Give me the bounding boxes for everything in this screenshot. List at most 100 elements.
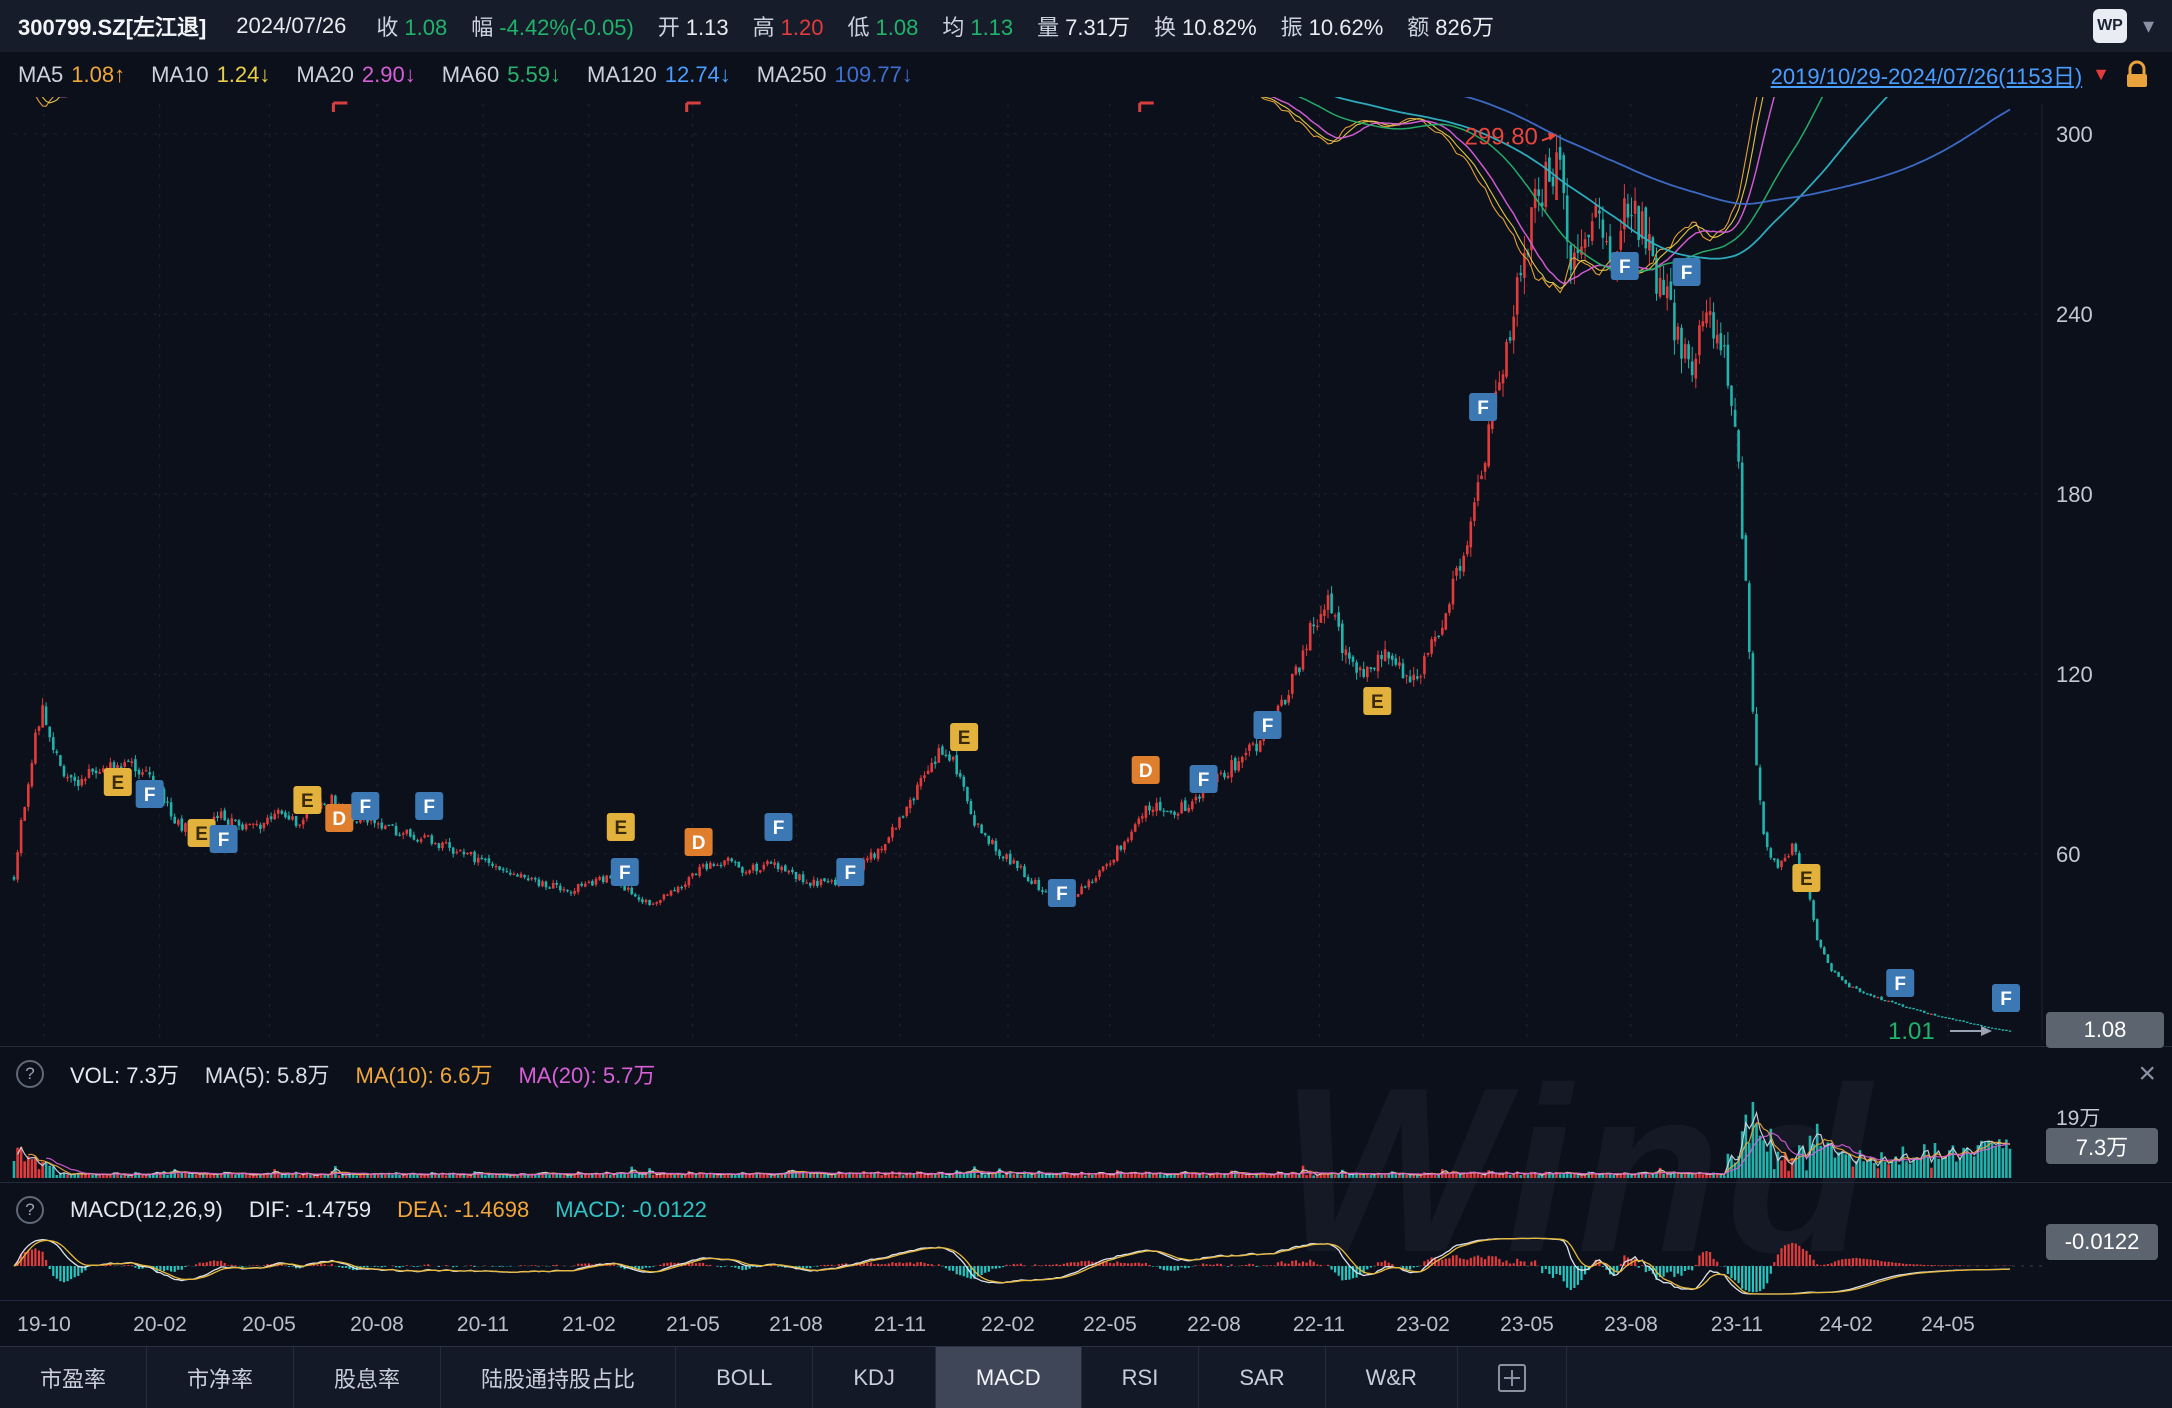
- macd-chart[interactable]: [0, 1236, 2172, 1300]
- x-axis: 19-10 20-02 20-05 20-08 20-11 21-02 21-05 21-08…: [0, 1300, 2172, 1347]
- x-axis-label: 21-02: [562, 1313, 616, 1336]
- event-marker-F[interactable]: F: [764, 813, 793, 841]
- add-indicator-button[interactable]: [1458, 1347, 1567, 1408]
- svg-text:F: F: [619, 863, 631, 884]
- svg-text:F: F: [1477, 398, 1489, 419]
- tab-市净率[interactable]: 市净率: [147, 1347, 295, 1408]
- tab-BOLL[interactable]: BOLL: [676, 1347, 814, 1408]
- tab-W&R[interactable]: W&R: [1326, 1347, 1458, 1408]
- event-marker-F[interactable]: F: [415, 792, 444, 820]
- tab-股息率[interactable]: 股息率: [294, 1347, 442, 1408]
- ma-legend-ma10: MA10 1.24↓: [151, 61, 271, 87]
- tab-SAR[interactable]: SAR: [1199, 1347, 1326, 1408]
- ma-legend-bar: MA5 1.08↑ MA10 1.24↓ MA20 2.90↓ MA60 5.59↓ MA120…: [0, 52, 2172, 97]
- event-marker-E[interactable]: E: [293, 786, 322, 814]
- svg-text:F: F: [773, 818, 785, 839]
- date-range-link[interactable]: 2019/10/29-2024/07/26(1153日): [1770, 63, 2083, 89]
- event-marker-F[interactable]: F: [1886, 969, 1915, 997]
- x-axis-label: 22-11: [1292, 1313, 1346, 1336]
- ma-legend-ma5: MA5 1.08↑: [18, 61, 126, 87]
- event-marker-D[interactable]: D: [684, 828, 713, 856]
- dropdown-triangle-icon[interactable]: ▼: [2092, 64, 2110, 84]
- tab-市盈率[interactable]: 市盈率: [0, 1347, 148, 1408]
- quote-field-低: 低 1.08: [847, 15, 919, 40]
- event-marker-F[interactable]: F: [610, 858, 639, 886]
- macd-legend-item-3: MACD: -0.0122: [555, 1196, 707, 1222]
- x-axis-label: 23-08: [1604, 1313, 1658, 1336]
- event-marker-F[interactable]: F: [1253, 711, 1282, 739]
- help-icon[interactable]: ?: [16, 1195, 44, 1224]
- indicator-tab-bar: 市盈率 市净率 股息率 陆股通持股占比 BOLL KDJ MACD RSI SAR W&R: [0, 1346, 2172, 1408]
- event-marker-D[interactable]: D: [325, 804, 354, 832]
- help-icon[interactable]: ?: [16, 1059, 44, 1088]
- event-marker-F[interactable]: F: [1469, 393, 1498, 421]
- ma-legend-ma250: MA250 109.77↓: [756, 61, 913, 87]
- ma-legend-ma20: MA20 2.90↓: [296, 61, 416, 87]
- quote-field-高: 高 1.20: [752, 15, 824, 40]
- volume-legend-item-2: MA(10): 6.6万: [355, 1062, 493, 1088]
- x-axis-label: 20-11: [456, 1313, 510, 1336]
- svg-text:F: F: [844, 863, 856, 884]
- event-marker-E[interactable]: E: [103, 768, 132, 796]
- tab-KDJ[interactable]: KDJ: [813, 1347, 936, 1408]
- svg-text:F: F: [1056, 884, 1068, 905]
- svg-text:E: E: [1371, 692, 1384, 713]
- quote-date: 2024/07/26: [236, 13, 347, 38]
- svg-text:E: E: [1800, 869, 1813, 890]
- event-marker-F[interactable]: F: [836, 858, 865, 886]
- svg-text:F: F: [218, 830, 230, 851]
- svg-text:F: F: [1681, 263, 1693, 284]
- svg-text:E: E: [301, 791, 314, 812]
- x-axis-label: 19-10: [17, 1313, 71, 1336]
- event-marker-F[interactable]: F: [1672, 258, 1701, 286]
- svg-text:60: 60: [2056, 842, 2080, 867]
- event-marker-F[interactable]: F: [1047, 879, 1076, 907]
- macd-legend-item-0: MACD(12,26,9): [70, 1196, 223, 1222]
- volume-chart[interactable]: [0, 1100, 2172, 1182]
- svg-text:D: D: [1139, 761, 1153, 782]
- quote-field-换: 换 10.82%: [1154, 15, 1257, 40]
- x-axis-label: 24-02: [1819, 1313, 1873, 1336]
- x-axis-label: 21-08: [769, 1313, 823, 1336]
- tab-MACD[interactable]: MACD: [935, 1347, 1082, 1408]
- tab-RSI[interactable]: RSI: [1082, 1347, 1200, 1408]
- event-marker-D[interactable]: D: [1131, 756, 1160, 784]
- close-icon[interactable]: ×: [2138, 1056, 2156, 1090]
- event-marker-F[interactable]: F: [351, 792, 380, 820]
- quote-field-量: 量 7.31万: [1037, 15, 1130, 40]
- event-marker-F[interactable]: F: [1610, 252, 1639, 280]
- event-marker-F[interactable]: F: [135, 780, 164, 808]
- x-axis-label: 21-11: [873, 1313, 927, 1336]
- svg-text:F: F: [1198, 770, 1210, 791]
- event-marker-E[interactable]: E: [187, 819, 216, 847]
- quote-field-收: 收 1.08: [376, 15, 448, 40]
- svg-text:D: D: [692, 833, 706, 854]
- x-axis-label: 20-02: [133, 1313, 187, 1336]
- svg-text:F: F: [1262, 716, 1274, 737]
- x-axis-label: 22-05: [1083, 1313, 1137, 1336]
- plus-grid-icon: [1497, 1364, 1526, 1392]
- x-axis-label: 21-05: [666, 1313, 720, 1336]
- ma-legend-ma60: MA60 5.59↓: [441, 61, 562, 87]
- x-axis-label: 20-08: [350, 1313, 404, 1336]
- event-marker-F[interactable]: F: [209, 825, 238, 853]
- event-marker-E[interactable]: E: [1792, 864, 1821, 892]
- event-marker-F[interactable]: F: [1992, 984, 2020, 1012]
- quote-field-额: 额 826万: [1407, 15, 1495, 40]
- chevron-down-icon[interactable]: ▾: [2142, 13, 2154, 38]
- volume-legend-item-1: MA(5): 5.8万: [204, 1062, 330, 1088]
- svg-text:D: D: [332, 809, 346, 830]
- event-marker-E[interactable]: E: [1363, 687, 1392, 715]
- last-price-axis-badge: 1.08: [2046, 1012, 2164, 1048]
- svg-text:180: 180: [2056, 482, 2093, 507]
- x-axis-label: 23-05: [1500, 1313, 1554, 1336]
- x-axis-label: 20-05: [242, 1313, 296, 1336]
- x-axis-label: 23-02: [1396, 1313, 1450, 1336]
- event-marker-E[interactable]: E: [606, 813, 635, 841]
- lock-icon[interactable]: [2124, 60, 2150, 90]
- tab-陆股通持股占比[interactable]: 陆股通持股占比: [441, 1347, 677, 1408]
- event-marker-F[interactable]: F: [1189, 765, 1218, 793]
- volume-legend-item-0: VOL: 7.3万: [70, 1062, 179, 1088]
- event-marker-E[interactable]: E: [950, 723, 979, 751]
